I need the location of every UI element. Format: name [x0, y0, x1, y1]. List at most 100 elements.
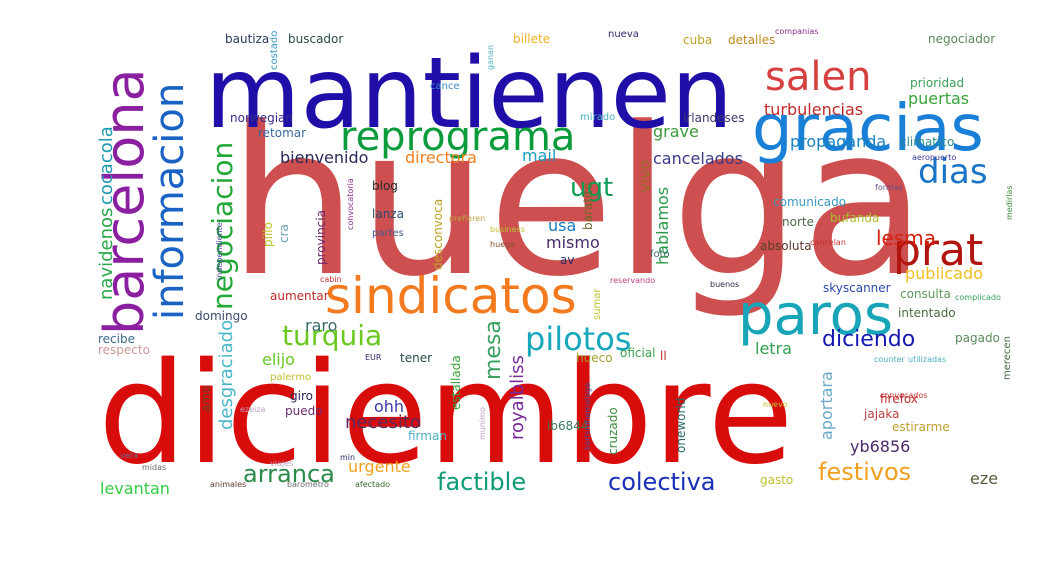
word-111: afectado	[355, 480, 390, 489]
word-37: vivo	[635, 160, 654, 193]
word-15: ugt	[570, 173, 613, 203]
word-48: raro	[305, 316, 337, 335]
word-114: vera	[120, 451, 138, 460]
word-8: informacion	[147, 83, 193, 320]
word-80: business	[490, 225, 525, 234]
word-81: prefieren	[449, 214, 485, 223]
word-116: EUR	[365, 353, 382, 362]
word-33: letra	[755, 339, 792, 358]
word-47: elijo	[262, 350, 295, 369]
word-90: tener	[400, 351, 432, 365]
word-29: urgente	[348, 457, 411, 476]
word-20: arranca	[243, 460, 335, 488]
word-126: aeropuerto	[912, 153, 956, 162]
word-49: ohh	[374, 397, 404, 416]
word-53: intentado	[898, 306, 956, 320]
word-102: estallada	[449, 355, 463, 410]
word-4: barcelona	[93, 68, 156, 335]
word-120: costado	[269, 31, 280, 70]
word-124: cancelan	[810, 238, 846, 247]
word-95: amo	[199, 386, 213, 412]
word-133: karlsruhemalaga	[583, 383, 592, 450]
word-24: necesito	[345, 412, 421, 433]
word-85: buenos	[710, 280, 739, 289]
word-75: provincia	[314, 210, 328, 265]
word-38: hablamos	[653, 187, 672, 265]
word-0: huelga	[228, 84, 927, 322]
word-57: climatico	[900, 135, 954, 149]
word-74: partes	[372, 228, 404, 239]
word-78: cra	[277, 224, 291, 243]
word-112: midas	[142, 463, 166, 472]
word-110: barometro	[287, 480, 329, 489]
word-109: animales	[210, 480, 246, 489]
word-130: counter	[874, 355, 905, 364]
word-58: prioridad	[910, 76, 964, 90]
word-106: pagado	[955, 331, 1000, 345]
word-127: medirlas	[1005, 185, 1014, 220]
word-32: aportara	[817, 371, 836, 440]
word-96: giro	[290, 389, 313, 403]
word-67: cance	[430, 81, 460, 92]
word-25: cocacola	[96, 126, 117, 205]
word-84: av	[560, 253, 574, 267]
word-123: independiente	[215, 222, 224, 280]
word-125: formas	[875, 183, 903, 192]
word-6: paros	[738, 283, 893, 348]
word-66: companias	[775, 27, 818, 36]
word-100: cruzado	[606, 407, 620, 455]
word-42: mismo	[546, 233, 600, 252]
word-63: nueva	[608, 29, 639, 40]
word-121: ganan	[486, 45, 495, 70]
word-1: diciembre	[98, 333, 794, 496]
word-36: grave	[653, 122, 699, 141]
word-82: baratito	[581, 183, 595, 230]
word-103: firefox	[880, 392, 918, 406]
word-117: sumar	[592, 288, 603, 320]
word-60: bautiza	[225, 32, 269, 46]
word-61: buscador	[288, 32, 343, 46]
word-79: huega	[490, 240, 515, 249]
word-99: ib6844	[547, 419, 589, 433]
word-34: propaganda	[790, 132, 886, 151]
word-98: firman	[408, 429, 447, 443]
word-128: complicado	[955, 293, 1001, 302]
word-119: cabin	[320, 275, 342, 284]
word-89: respecto	[98, 343, 150, 357]
word-91: hueco	[576, 351, 613, 365]
word-43: usa	[548, 216, 576, 235]
word-70: norwegian	[230, 111, 293, 125]
word-59: negociador	[928, 32, 995, 46]
word-17: diciendo	[822, 327, 915, 352]
word-46: bienvenido	[280, 148, 368, 167]
word-31: yb6856	[850, 437, 910, 456]
word-27: desgraciado	[216, 320, 237, 430]
word-134: munimo	[478, 407, 487, 440]
word-44: mail	[522, 146, 556, 165]
word-18: colectiva	[608, 468, 716, 496]
word-113: viajes	[270, 459, 293, 468]
word-115: min	[340, 453, 355, 462]
word-41: turbulencias	[764, 100, 863, 119]
word-12: pilotos	[525, 320, 631, 358]
word-104: estirarme	[892, 420, 950, 434]
word-21: festivos	[818, 458, 911, 486]
word-73: lanza	[372, 207, 404, 221]
word-64: cuba	[683, 33, 712, 47]
word-62: billete	[513, 32, 550, 46]
word-122: convocatoria	[346, 178, 355, 230]
word-101: oneworld	[674, 398, 688, 453]
word-69: irlandeses	[683, 111, 744, 125]
word-11: dias	[918, 152, 988, 192]
word-19: factible	[437, 468, 526, 496]
word-94: palermo	[270, 372, 311, 383]
word-39: publicado	[905, 264, 983, 283]
word-16: lesma	[876, 226, 936, 250]
word-86: aumentar	[270, 289, 329, 303]
word-10: prat	[893, 225, 983, 276]
word-88: recibe	[98, 332, 135, 346]
word-22: mesa	[481, 320, 506, 380]
word-68: mirado	[580, 112, 615, 123]
